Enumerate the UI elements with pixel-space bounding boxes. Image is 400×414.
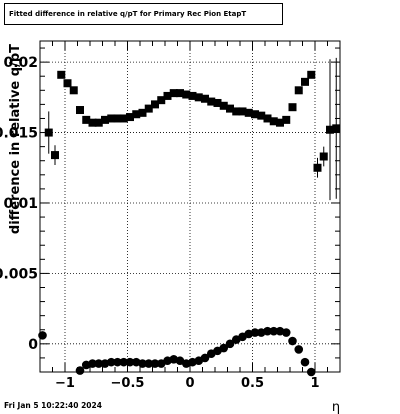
data-point-circle (219, 343, 229, 353)
data-point-circle (144, 359, 154, 368)
data-point-square (138, 108, 147, 117)
data-point-square (326, 125, 334, 134)
data-point-square (332, 124, 341, 133)
data-point-circle (106, 357, 116, 367)
data-point-square (282, 115, 291, 124)
data-point-square (44, 128, 53, 137)
y-tick-label: 0.01 (3, 196, 38, 212)
data-point-square (182, 90, 191, 99)
y-tick-label: 0.02 (3, 55, 38, 71)
data-point-square (82, 115, 91, 124)
data-point-square (207, 97, 216, 106)
data-point-square (257, 111, 266, 120)
data-point-circle (113, 357, 122, 367)
data-point-circle (94, 359, 104, 368)
data-point-square (269, 117, 278, 126)
y-tick-label: 0.015 (0, 126, 38, 142)
data-point-square (294, 86, 303, 95)
data-point-circle (263, 326, 272, 336)
y-tick-label: 0.005 (0, 266, 38, 282)
data-point-square (219, 101, 228, 110)
data-point-circle (281, 328, 291, 337)
data-point-circle (294, 345, 304, 354)
data-point-circle (200, 353, 210, 363)
data-point-square (244, 108, 253, 117)
data-point-circle (38, 331, 47, 340)
x-tick-label: 1 (310, 376, 319, 391)
x-tick-label: −0.5 (111, 376, 145, 391)
data-point-square (119, 114, 128, 123)
y-tick-label: 0 (28, 337, 38, 353)
data-point-square (132, 110, 141, 119)
data-point-square (313, 163, 322, 172)
data-point-square (57, 70, 66, 79)
data-point-square (201, 94, 209, 103)
timestamp-label: Fri Jan 5 10:22:40 2024 (4, 401, 102, 410)
data-point-square (107, 114, 116, 123)
plot-frame (39, 40, 341, 373)
data-point-square (238, 107, 247, 116)
data-point-square (151, 100, 159, 109)
chart-title-box: Fitted difference in relative q/pT for P… (4, 3, 283, 25)
data-point-square (88, 118, 97, 127)
data-point-square (176, 89, 184, 98)
data-point-circle (119, 357, 129, 367)
data-point-square (213, 98, 222, 107)
data-point-square (113, 114, 122, 123)
data-point-square (319, 152, 328, 161)
data-point-square (63, 79, 72, 88)
data-point-square (157, 96, 166, 105)
data-point-square (276, 118, 284, 127)
data-point-square (263, 114, 272, 123)
data-point-square (94, 118, 103, 127)
data-point-square (101, 115, 109, 124)
x-tick-label: −1 (55, 376, 75, 391)
data-point-circle (75, 366, 85, 375)
data-point-square (126, 113, 134, 122)
y-axis-label: difference in relative q/pT (8, 44, 23, 234)
data-point-square (226, 104, 234, 113)
x-tick-label: 0 (185, 376, 194, 391)
data-point-circle (269, 326, 279, 336)
data-point-circle (150, 359, 160, 368)
data-point-square (51, 151, 59, 160)
data-point-square (169, 89, 178, 98)
data-point-circle (306, 367, 316, 377)
data-point-square (163, 91, 172, 100)
data-point-square (251, 110, 259, 119)
data-point-square (144, 104, 153, 113)
data-point-circle (88, 359, 97, 368)
x-axis-label: η (332, 400, 340, 414)
data-point-square (188, 91, 197, 100)
data-point-square (76, 106, 84, 115)
data-point-square (69, 86, 78, 95)
data-point-square (232, 107, 241, 116)
data-point-circle (125, 357, 135, 367)
data-point-circle (288, 336, 297, 346)
data-point-square (307, 70, 316, 79)
data-point-square (288, 103, 297, 112)
data-point-circle (250, 328, 260, 337)
chart-title: Fitted difference in relative q/pT for P… (9, 10, 247, 18)
data-point-circle (225, 339, 235, 349)
data-point-circle (300, 357, 310, 367)
data-point-circle (138, 359, 147, 368)
data-point-square (301, 77, 309, 86)
data-point-square (194, 93, 203, 102)
x-tick-label: 0.5 (241, 376, 264, 391)
